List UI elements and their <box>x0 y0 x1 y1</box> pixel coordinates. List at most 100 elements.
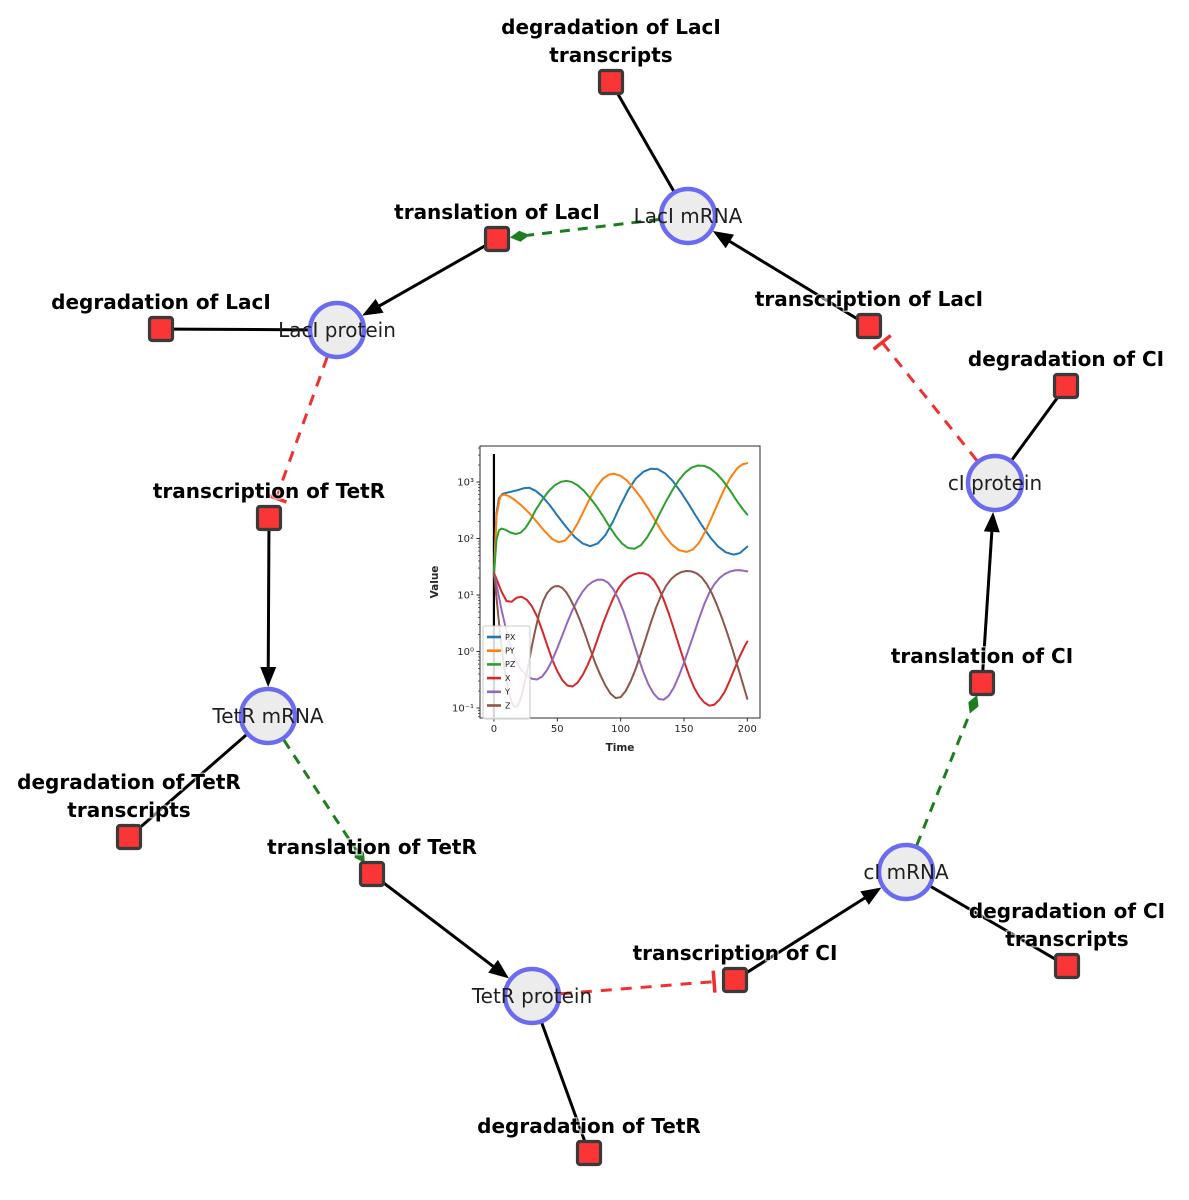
edge-inhibition-laci-protein-transcription-tetr <box>274 356 329 499</box>
edge-inhibition-laci-protein-transcription-tetr-tee-head <box>265 492 288 504</box>
x-tick-label: 100 <box>611 724 630 735</box>
reaction-label-deg-laci-transcripts: degradation of LacI <box>501 15 721 39</box>
reaction-node-deg-ci-transcripts <box>1053 952 1081 980</box>
reaction-node-translation-ci <box>968 669 996 697</box>
reaction-label-deg-ci-transcripts: degradation of CI <box>969 899 1165 923</box>
reaction-node-deg-tetr <box>575 1139 603 1167</box>
edge-production-transcription-laci-laci-mrna-arrowhead <box>712 231 735 249</box>
species-label-tetr-protein: TetR protein <box>471 984 592 1008</box>
legend-label-Z: Z <box>505 701 511 710</box>
reaction-node-deg-laci <box>147 315 175 343</box>
edge-production-translation-ci-ci-protein-arrowhead <box>983 511 1000 533</box>
x-tick-label: 0 <box>491 724 497 735</box>
edge-inhibition-tetr-protein-transcription-ci-tee-head <box>711 970 717 993</box>
y-tick-label: 10² <box>457 534 474 545</box>
reaction-label-transcription-tetr: transcription of TetR <box>153 479 385 503</box>
edge-inhibition-tetr-protein-transcription-ci <box>560 980 715 996</box>
reaction-label-deg-tetr-transcripts: degradation of TetR <box>17 770 241 794</box>
edge-modifier-laci-mrna-translation-laci-diamond-head <box>509 230 530 242</box>
series-line-PY <box>492 462 749 577</box>
timeseries-chart: 0 50 100 150 20010⁻¹10⁰10¹10²10³TimeValuePXP… <box>429 445 761 754</box>
series-line-PX <box>492 467 749 577</box>
edge-consumption-tetr-protein-deg-tetr <box>540 1022 586 1142</box>
species-label-laci-mrna: LacI mRNA <box>634 204 743 228</box>
series-line-PZ <box>492 464 749 577</box>
reaction-label-deg-laci: degradation of LacI <box>51 290 271 314</box>
edge-production-translation-tetr-tetr-protein <box>381 880 498 970</box>
edge-production-translation-tetr-tetr-protein-arrowhead <box>488 959 509 979</box>
edge-production-translation-ci-ci-protein <box>981 527 994 671</box>
reaction-label-translation-tetr: translation of TetR <box>267 835 477 859</box>
legend-box <box>482 625 531 720</box>
y-tick-label: 10¹ <box>457 591 474 602</box>
edge-production-transcription-tetr-tetr-mrna <box>266 530 271 672</box>
edge-production-transcription-ci-ci-mrna-arrowhead <box>860 887 882 905</box>
legend-label-PZ: PZ <box>505 660 516 669</box>
species-node-laci-protein <box>307 300 367 360</box>
edge-modifier-tetr-mrna-translation-tetr <box>282 739 357 849</box>
edge-modifier-laci-mrna-translation-laci <box>527 217 660 237</box>
edge-consumption-ci-protein-deg-ci <box>1010 395 1060 461</box>
edge-consumption-laci-protein-deg-laci <box>173 327 309 332</box>
edge-production-translation-laci-laci-protein-arrowhead <box>362 298 384 316</box>
legend-label-PY: PY <box>505 647 515 656</box>
reaction-label-translation-laci: translation of LacI <box>394 200 600 224</box>
y-tick-label: 10⁻¹ <box>452 703 474 714</box>
y-axis-label: Value <box>429 566 441 599</box>
reaction-label-deg-laci-transcripts: transcripts <box>549 43 672 67</box>
series-line-X <box>492 571 749 707</box>
edge-modifier-tetr-mrna-translation-tetr-diamond-head <box>353 846 365 864</box>
species-node-laci-mrna <box>658 186 718 246</box>
x-tick-label: 200 <box>738 724 757 735</box>
species-node-ci-mrna <box>876 842 936 902</box>
edge-modifier-ci-mrna-translation-ci-diamond-head <box>968 695 979 714</box>
reaction-node-transcription-tetr <box>255 504 283 532</box>
nodes-layer <box>115 68 1081 1167</box>
edge-production-transcription-ci-ci-mrna <box>745 894 869 975</box>
reaction-node-translation-laci <box>483 225 511 253</box>
species-label-laci-protein: LacI protein <box>278 318 396 342</box>
edge-production-translation-laci-laci-protein <box>375 244 487 310</box>
reaction-label-deg-ci: degradation of CI <box>968 347 1164 371</box>
reaction-label-deg-tetr: degradation of TetR <box>477 1114 701 1138</box>
reaction-node-transcription-ci <box>721 966 749 994</box>
edge-consumption-tetr-mrna-deg-tetr-transcripts <box>137 733 248 830</box>
reaction-node-deg-laci-transcripts <box>597 68 625 96</box>
reaction-label-deg-ci-transcripts: transcripts <box>1005 927 1128 951</box>
species-label-ci-protein: cI protein <box>948 471 1042 495</box>
reaction-label-deg-tetr-transcripts: transcripts <box>67 798 190 822</box>
chart-axes-frame <box>479 445 761 719</box>
edge-production-transcription-tetr-tetr-mrna-arrowhead <box>260 666 277 688</box>
x-axis-label: Time <box>606 742 635 754</box>
reaction-node-transcription-laci <box>855 312 883 340</box>
species-node-tetr-protein <box>502 966 562 1026</box>
reaction-node-translation-tetr <box>358 860 386 888</box>
x-tick-label: 150 <box>674 724 693 735</box>
species-node-ci-protein <box>965 453 1025 513</box>
edge-modifier-ci-mrna-translation-ci <box>915 711 972 846</box>
edge-inhibition-ci-protein-transcription-laci <box>880 341 979 462</box>
reaction-label-transcription-ci: transcription of CI <box>633 941 838 965</box>
simulation-inset-chart: 0 50 100 150 200 10⁻¹ 10⁰ 10¹ 10² 10³ Time Value PX P… <box>428 430 773 762</box>
edge-production-transcription-laci-laci-mrna <box>725 238 859 321</box>
species-label-ci-mrna: cI mRNA <box>863 860 949 884</box>
species-label-tetr-mrna: TetR mRNA <box>211 704 324 728</box>
y-tick-label: 10⁰ <box>457 647 474 658</box>
y-tick-label: 10³ <box>457 478 474 489</box>
legend-label-X: X <box>505 674 511 683</box>
x-tick-label: 50 <box>551 724 564 735</box>
labels-layer: degradation of LacI transcripts translatio… <box>16 14 1167 1140</box>
reaction-label-translation-ci: translation of CI <box>891 644 1073 668</box>
species-node-tetr-mrna <box>238 686 298 746</box>
edge-consumption-laci-mrna-deg-laci-transcripts <box>616 92 675 192</box>
reaction-node-deg-tetr-transcripts <box>115 823 143 851</box>
reaction-node-deg-ci <box>1052 372 1080 400</box>
reaction-label-transcription-laci: transcription of LacI <box>755 287 983 311</box>
legend-label-PX: PX <box>505 633 516 642</box>
edge-inhibition-ci-protein-transcription-laci-tee-head <box>872 334 892 351</box>
edges-layer <box>137 92 1060 1142</box>
chart-legend: PX PY PZ XYZ <box>482 625 531 720</box>
legend-label-Y: Y <box>504 688 510 697</box>
